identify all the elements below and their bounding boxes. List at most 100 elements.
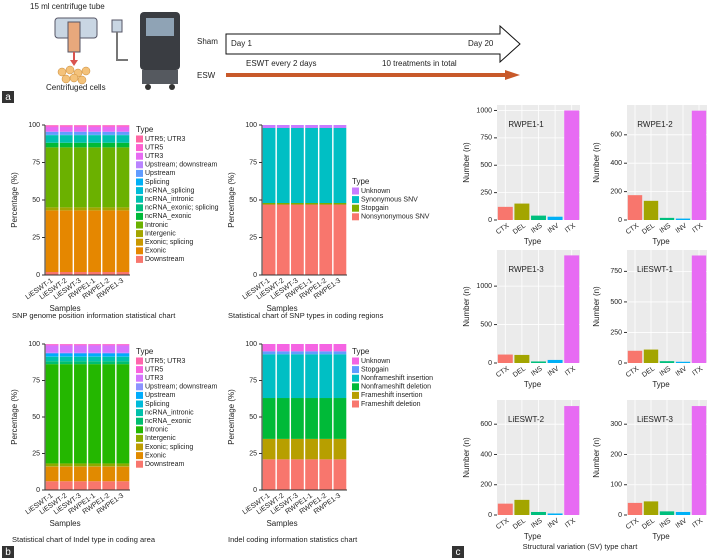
bar-segment [45, 353, 59, 357]
bar-segment [102, 345, 116, 353]
bar-segment [116, 463, 130, 467]
bar [675, 511, 691, 515]
bar-segment [74, 135, 87, 143]
bar-segment [276, 438, 290, 460]
legend-label: Downstream [145, 461, 184, 468]
bar-segment [88, 126, 101, 132]
bar-segment [59, 142, 73, 148]
bar [564, 255, 580, 363]
bar [627, 195, 643, 220]
bar-segment [45, 344, 59, 346]
bar-segment [59, 272, 73, 275]
legend-swatch [136, 434, 143, 442]
x-tick-label: CTX [495, 517, 511, 531]
bar-segment [45, 352, 59, 354]
legend-label: UTR5; UTR3 [145, 358, 186, 365]
bar-segment [291, 398, 304, 439]
bar-segment [45, 356, 59, 362]
bar-segment [276, 344, 290, 352]
bar-segment [333, 344, 347, 352]
legend-swatch [136, 247, 143, 255]
legend-label: Unknown [361, 358, 390, 365]
bar-segment [88, 356, 101, 362]
y-tick-label: 25 [32, 234, 40, 241]
bar-segment [262, 125, 276, 128]
bar-segment [262, 204, 276, 275]
sham-start: Day 1 [231, 39, 252, 48]
applicator [116, 32, 128, 61]
tube-small [111, 19, 123, 33]
bar-segment [88, 361, 101, 365]
bar-segment [333, 354, 347, 399]
y-tick-label: 75 [249, 377, 257, 384]
panel-label-box [2, 546, 14, 558]
bar-segment [59, 481, 73, 490]
bar-segment [333, 203, 347, 205]
bar-segment [102, 131, 116, 135]
bar [514, 354, 530, 363]
panel-a: 15 ml centrifuge tube Centrifuged cells … [30, 2, 521, 92]
bar-segment [291, 203, 304, 205]
x-tick-label: INV [547, 517, 561, 530]
legend-label: Exonic; splicing [145, 444, 193, 451]
chart-title: RWPE1-2 [637, 120, 673, 129]
bar-segment [59, 364, 73, 464]
device-screen [146, 18, 174, 36]
x-tick-label: INS [530, 517, 544, 530]
bar-segment [291, 354, 304, 399]
bar-segment [102, 466, 116, 482]
bar-segment [319, 354, 333, 399]
bar-segment [88, 352, 101, 354]
y-tick-label: 50 [32, 197, 40, 204]
bar [497, 206, 513, 220]
y-tick-label: 100 [245, 341, 257, 348]
bar-segment [291, 438, 304, 460]
bar-segment [74, 364, 87, 464]
y-tick-label: 75 [249, 159, 257, 166]
bar-segment [45, 147, 59, 208]
x-tick-label: DEL [641, 222, 656, 236]
cells [57, 65, 91, 85]
y-tick-label: 0 [253, 487, 257, 494]
bar-segment [59, 210, 73, 272]
bar-segment [74, 272, 87, 275]
x-tick-label: INV [547, 365, 561, 378]
bar-segment [116, 126, 130, 132]
panel-label: b [5, 547, 11, 558]
y-tick-label: 100 [28, 341, 40, 348]
y-tick-label: 0 [36, 272, 40, 279]
y-tick-label: 500 [610, 299, 622, 306]
bar-segment [305, 204, 318, 275]
bar [691, 110, 707, 220]
bar [659, 511, 675, 515]
bar-segment [116, 210, 130, 272]
esw-arrow [226, 70, 520, 80]
legend-label: Stopgain [361, 205, 389, 212]
x-tick-label: DEL [512, 222, 527, 236]
bar [643, 349, 659, 363]
legend-label: Nonsynonymous SNV [361, 214, 430, 221]
sham-end: Day 20 [468, 39, 494, 48]
y-tick-label: 25 [249, 450, 257, 457]
bar-segment [319, 351, 333, 355]
legend-swatch [136, 178, 143, 186]
y-tick-label: 600 [610, 132, 622, 139]
bar-segment [59, 207, 73, 211]
x-tick-label: ITX [564, 517, 577, 529]
bar-segment [88, 125, 101, 127]
bar-segment [116, 466, 130, 482]
bar [659, 217, 675, 220]
y-tick-label: 750 [610, 268, 622, 275]
x-tick-label: DEL [641, 365, 656, 379]
x-tick-label: INS [659, 365, 673, 378]
bar-segment [333, 204, 347, 275]
legend-label: Exonic; splicing [145, 239, 193, 246]
sham-label: Sham [197, 37, 218, 46]
bar-segment [305, 398, 318, 439]
legend-swatch [136, 383, 143, 391]
bar [675, 218, 691, 220]
bar-segment [88, 344, 101, 346]
x-axis-label: Type [652, 532, 670, 541]
y-tick-label: 200 [610, 451, 622, 458]
bar-segment [276, 128, 290, 203]
